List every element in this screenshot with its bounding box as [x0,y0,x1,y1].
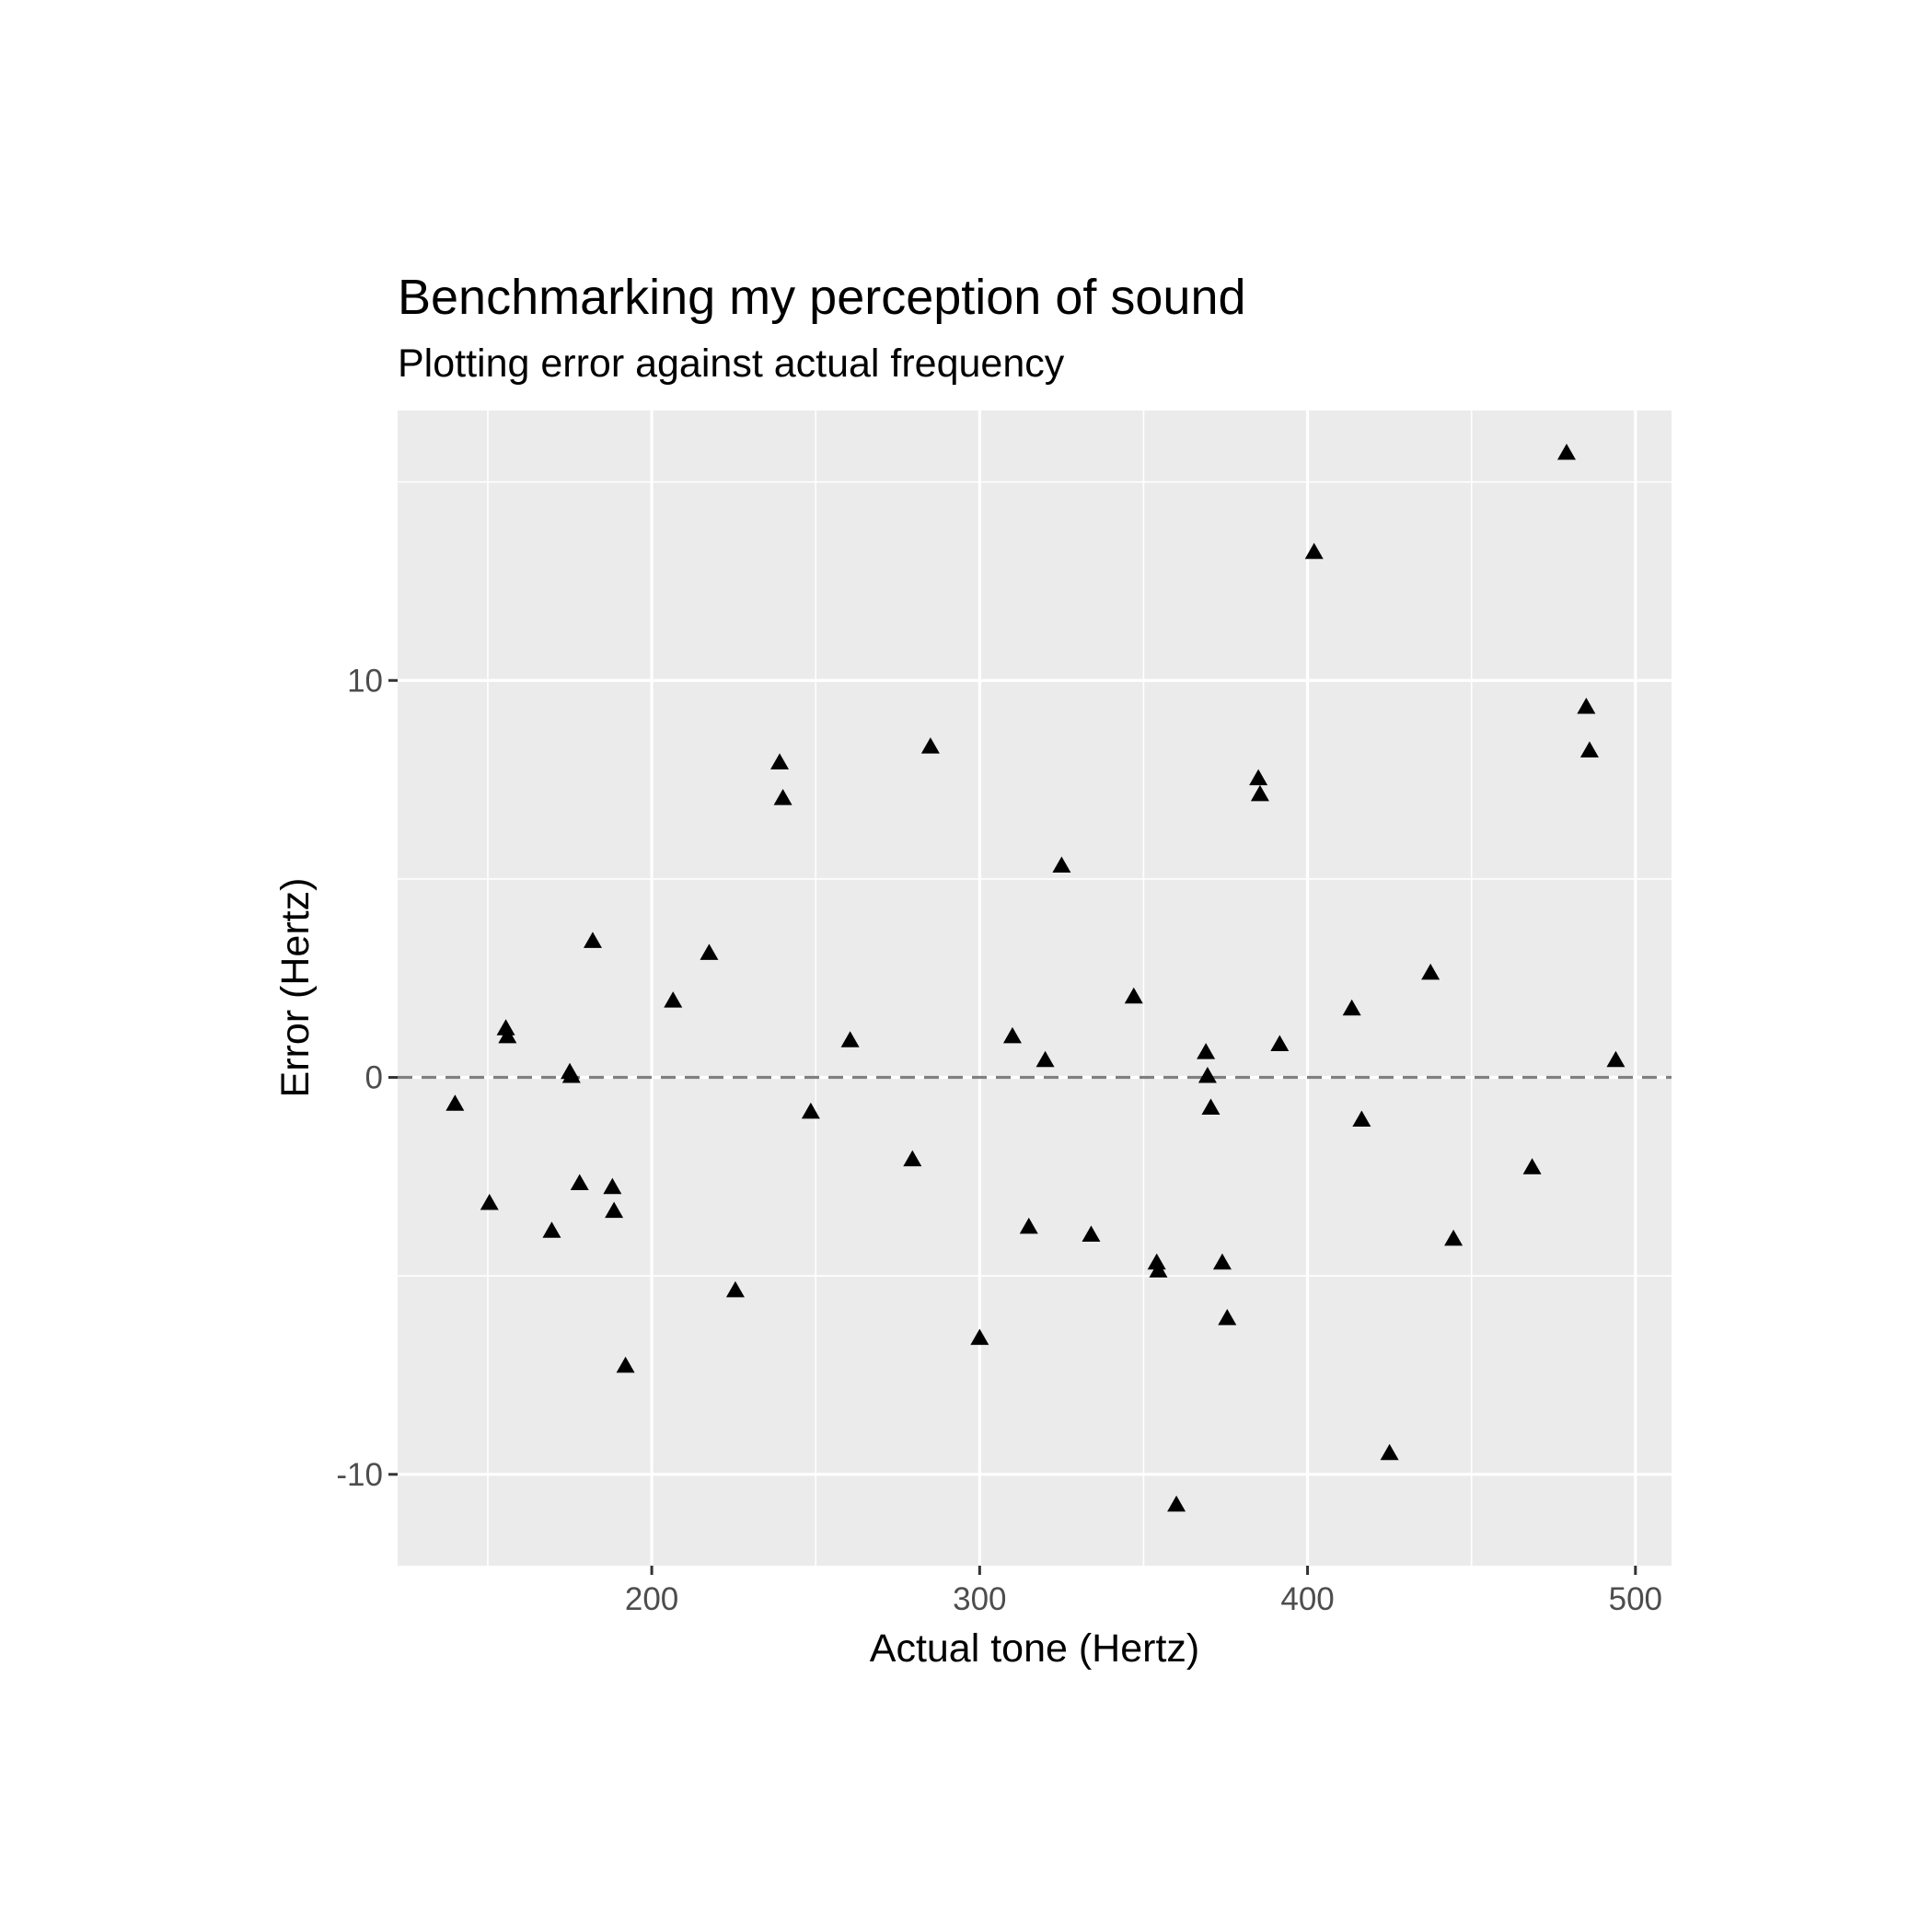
y-tick-label: 0 [365,1060,383,1096]
data-point [1035,1050,1055,1068]
data-point [1002,1026,1022,1044]
grid-minor [398,411,1672,1566]
y-axis: -10 0 10 [336,663,398,1493]
data-points [445,443,1625,1512]
data-point [561,1067,581,1083]
data-point [1577,697,1596,714]
data-point [1250,784,1269,802]
grid-major [398,411,1672,1566]
data-point [1149,1261,1168,1278]
data-point [1249,769,1268,786]
y-tick-label: -10 [336,1457,383,1493]
data-point [542,1221,561,1238]
data-point [498,1026,517,1044]
chart-title: Benchmarking my perception of sound [398,270,1246,325]
data-point [1380,1443,1399,1461]
x-axis: 200 300 400 500 [625,1566,1662,1617]
data-point [1082,1225,1101,1243]
data-point [1212,1253,1232,1270]
data-point [700,943,719,960]
data-point [1342,999,1361,1016]
data-point [1606,1050,1625,1068]
data-point [570,1174,589,1190]
data-point [1579,741,1599,758]
data-point [1352,1110,1371,1127]
data-point [605,1201,624,1219]
x-tick-label: 200 [625,1581,678,1617]
data-point [1124,987,1143,1004]
plot-panel [398,411,1672,1566]
data-point [1270,1035,1290,1052]
y-tick-label: 10 [347,663,383,699]
data-point [770,753,790,769]
data-point [1167,1495,1186,1512]
chart-subtitle: Plotting error against actual frequency [398,341,1065,386]
y-axis-title: Error (Hertz) [273,878,318,1098]
data-point [603,1177,622,1195]
x-axis-title: Actual tone (Hertz) [870,1626,1199,1671]
data-point [1304,542,1324,560]
data-point [773,789,792,805]
data-point [970,1328,989,1346]
data-point [445,1094,465,1111]
data-point [616,1356,635,1373]
data-point [1218,1309,1237,1325]
data-point [1444,1229,1463,1246]
x-tick-label: 300 [953,1581,1006,1617]
data-point [1197,1043,1216,1059]
data-point [903,1150,922,1167]
data-point [801,1102,820,1119]
data-point [1421,963,1440,980]
data-point [1019,1217,1038,1234]
data-point [1522,1158,1542,1174]
data-point [496,1019,515,1035]
data-point [480,1194,499,1210]
data-point [1557,443,1577,460]
data-point [583,931,602,948]
data-point [664,991,683,1008]
data-point [920,737,940,754]
data-point [1197,1067,1217,1083]
x-tick-label: 500 [1609,1581,1662,1617]
x-tick-label: 400 [1280,1581,1334,1617]
data-point [1201,1098,1221,1116]
data-point [1147,1253,1166,1270]
data-point [725,1280,745,1298]
data-point [1052,856,1071,873]
data-point [840,1031,860,1047]
